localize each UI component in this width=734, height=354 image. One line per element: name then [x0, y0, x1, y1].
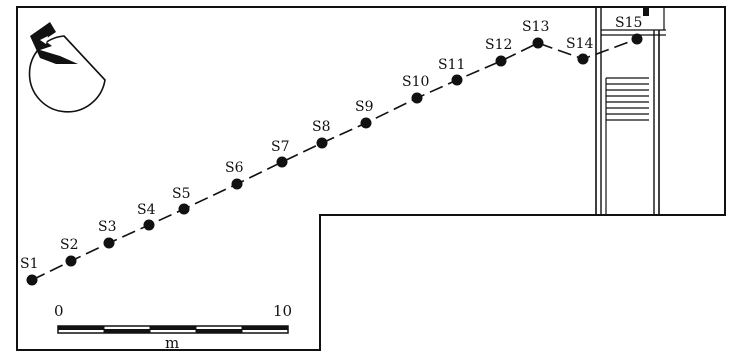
station-marker [65, 255, 77, 267]
stations-group: S1 S2 S3 S4 S5 S6 S7 S8 S9 S10 S11 S12 S13 S14 S15 [20, 15, 643, 286]
station-label: S15 [615, 15, 642, 31]
station-label: S2 [60, 237, 79, 253]
station-marker [316, 137, 328, 149]
station-marker [631, 33, 643, 45]
station-label: S11 [438, 57, 465, 73]
station-label: S6 [225, 160, 244, 176]
station-marker [178, 203, 190, 215]
station-marker [231, 178, 243, 190]
station-label: S13 [522, 19, 549, 35]
station-label: S12 [485, 37, 512, 53]
station-label: S5 [172, 186, 191, 202]
station-label: S3 [98, 219, 117, 235]
traverse-line [31, 38, 638, 281]
station-marker [103, 237, 115, 249]
station-marker [143, 219, 155, 231]
traverse-line-group [31, 38, 638, 281]
station-label: S10 [402, 74, 429, 90]
north-arrow-icon [28, 22, 106, 113]
station-label: S1 [20, 256, 39, 272]
scale-start-label: 0 [54, 302, 64, 320]
station-marker [411, 92, 423, 104]
station-label: S8 [312, 119, 331, 135]
scale-bar: 0 10 m [54, 302, 292, 352]
station-marker [451, 74, 463, 86]
stair-treads [606, 83, 649, 121]
stairwell [595, 7, 666, 215]
station-marker [360, 117, 372, 129]
station-label: S4 [137, 202, 156, 218]
station-marker [495, 55, 507, 67]
scale-end-label: 10 [273, 302, 292, 320]
station-label: S7 [271, 139, 290, 155]
station-marker [577, 53, 589, 65]
station-label: S14 [566, 36, 593, 52]
building-outline [16, 6, 726, 351]
station-marker [532, 37, 544, 49]
station-label: S9 [355, 99, 374, 115]
scale-unit-label: m [165, 334, 179, 352]
station-marker [276, 156, 288, 168]
station-marker [26, 274, 38, 286]
